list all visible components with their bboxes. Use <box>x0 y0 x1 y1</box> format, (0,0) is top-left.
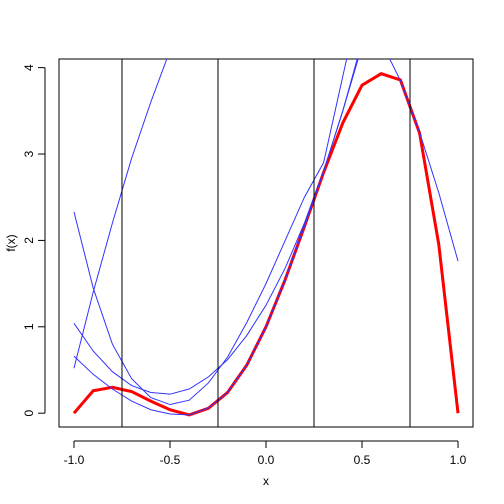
x-tick-label: 0.5 <box>354 453 371 467</box>
y-tick-label: 1 <box>22 323 36 330</box>
y-tick-label: 0 <box>22 410 36 417</box>
plot-frame <box>58 58 474 428</box>
x-tick-label: -0.5 <box>160 453 181 467</box>
y-axis-label: f(x) <box>4 234 18 251</box>
series-line <box>72 72 460 417</box>
series-line <box>389 59 459 262</box>
x-tick-label: -1.0 <box>64 453 85 467</box>
x-tick-label: 0.0 <box>258 453 275 467</box>
x-tick-label: 1.0 <box>450 453 467 467</box>
y-tick-label: 4 <box>22 64 36 71</box>
plot-area <box>72 59 460 417</box>
y-tick-label: 3 <box>22 150 36 157</box>
x-axis-label: x <box>263 474 269 488</box>
y-tick-label: 2 <box>22 237 36 244</box>
